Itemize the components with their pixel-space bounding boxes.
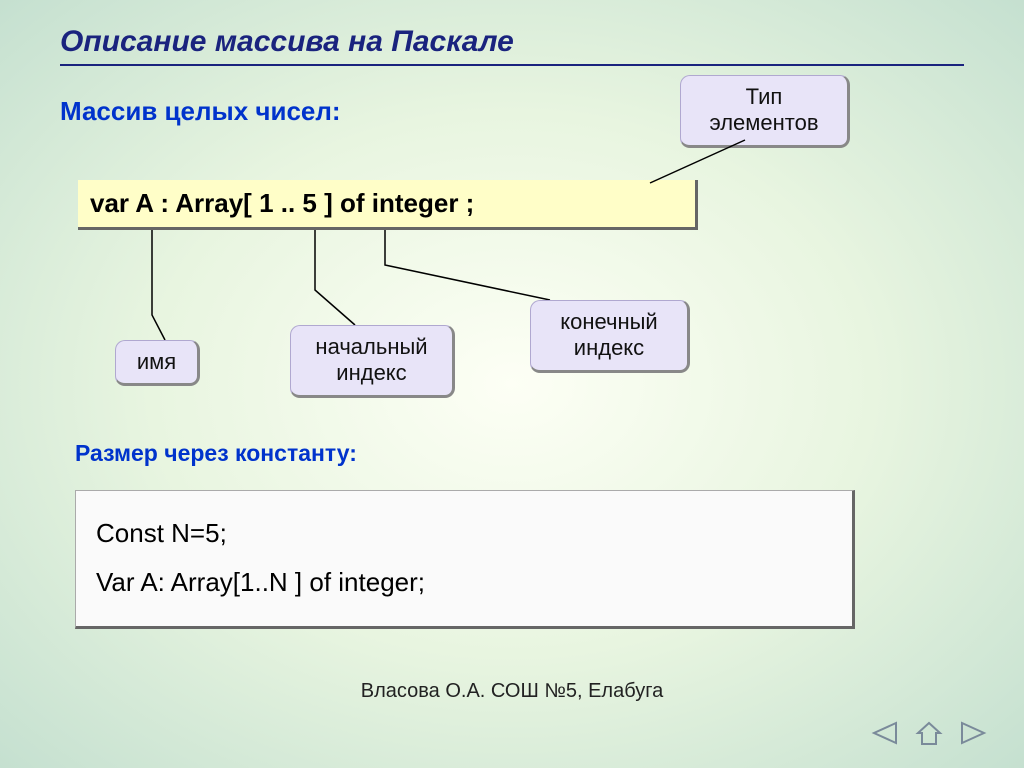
- footer-author: Власова О.А. СОШ №5, Елабуга: [0, 680, 1024, 703]
- callout-element-type: Тип элементов: [680, 75, 850, 148]
- code-declaration-1: var A : Array[ 1 .. 5 ] of integer ;: [78, 180, 698, 230]
- code2-line1: Const N=5;: [96, 509, 832, 558]
- callout-start-index: начальный индекс: [290, 325, 455, 398]
- code-declaration-2: Const N=5; Var A: Array[1..N ] of intege…: [75, 490, 855, 629]
- nav-controls: [864, 718, 994, 748]
- title-row: Описание массива на Паскале: [60, 25, 964, 66]
- nav-home-button[interactable]: [910, 718, 948, 748]
- nav-next-button[interactable]: [956, 718, 994, 748]
- nav-prev-button[interactable]: [864, 718, 902, 748]
- callout-name: имя: [115, 340, 200, 386]
- code2-line2: Var A: Array[1..N ] of integer;: [96, 558, 832, 607]
- slide-title: Описание массива на Паскале: [60, 25, 964, 59]
- callout-end-index: конечный индекс: [530, 300, 690, 373]
- subtitle-const: Размер через константу:: [75, 440, 357, 467]
